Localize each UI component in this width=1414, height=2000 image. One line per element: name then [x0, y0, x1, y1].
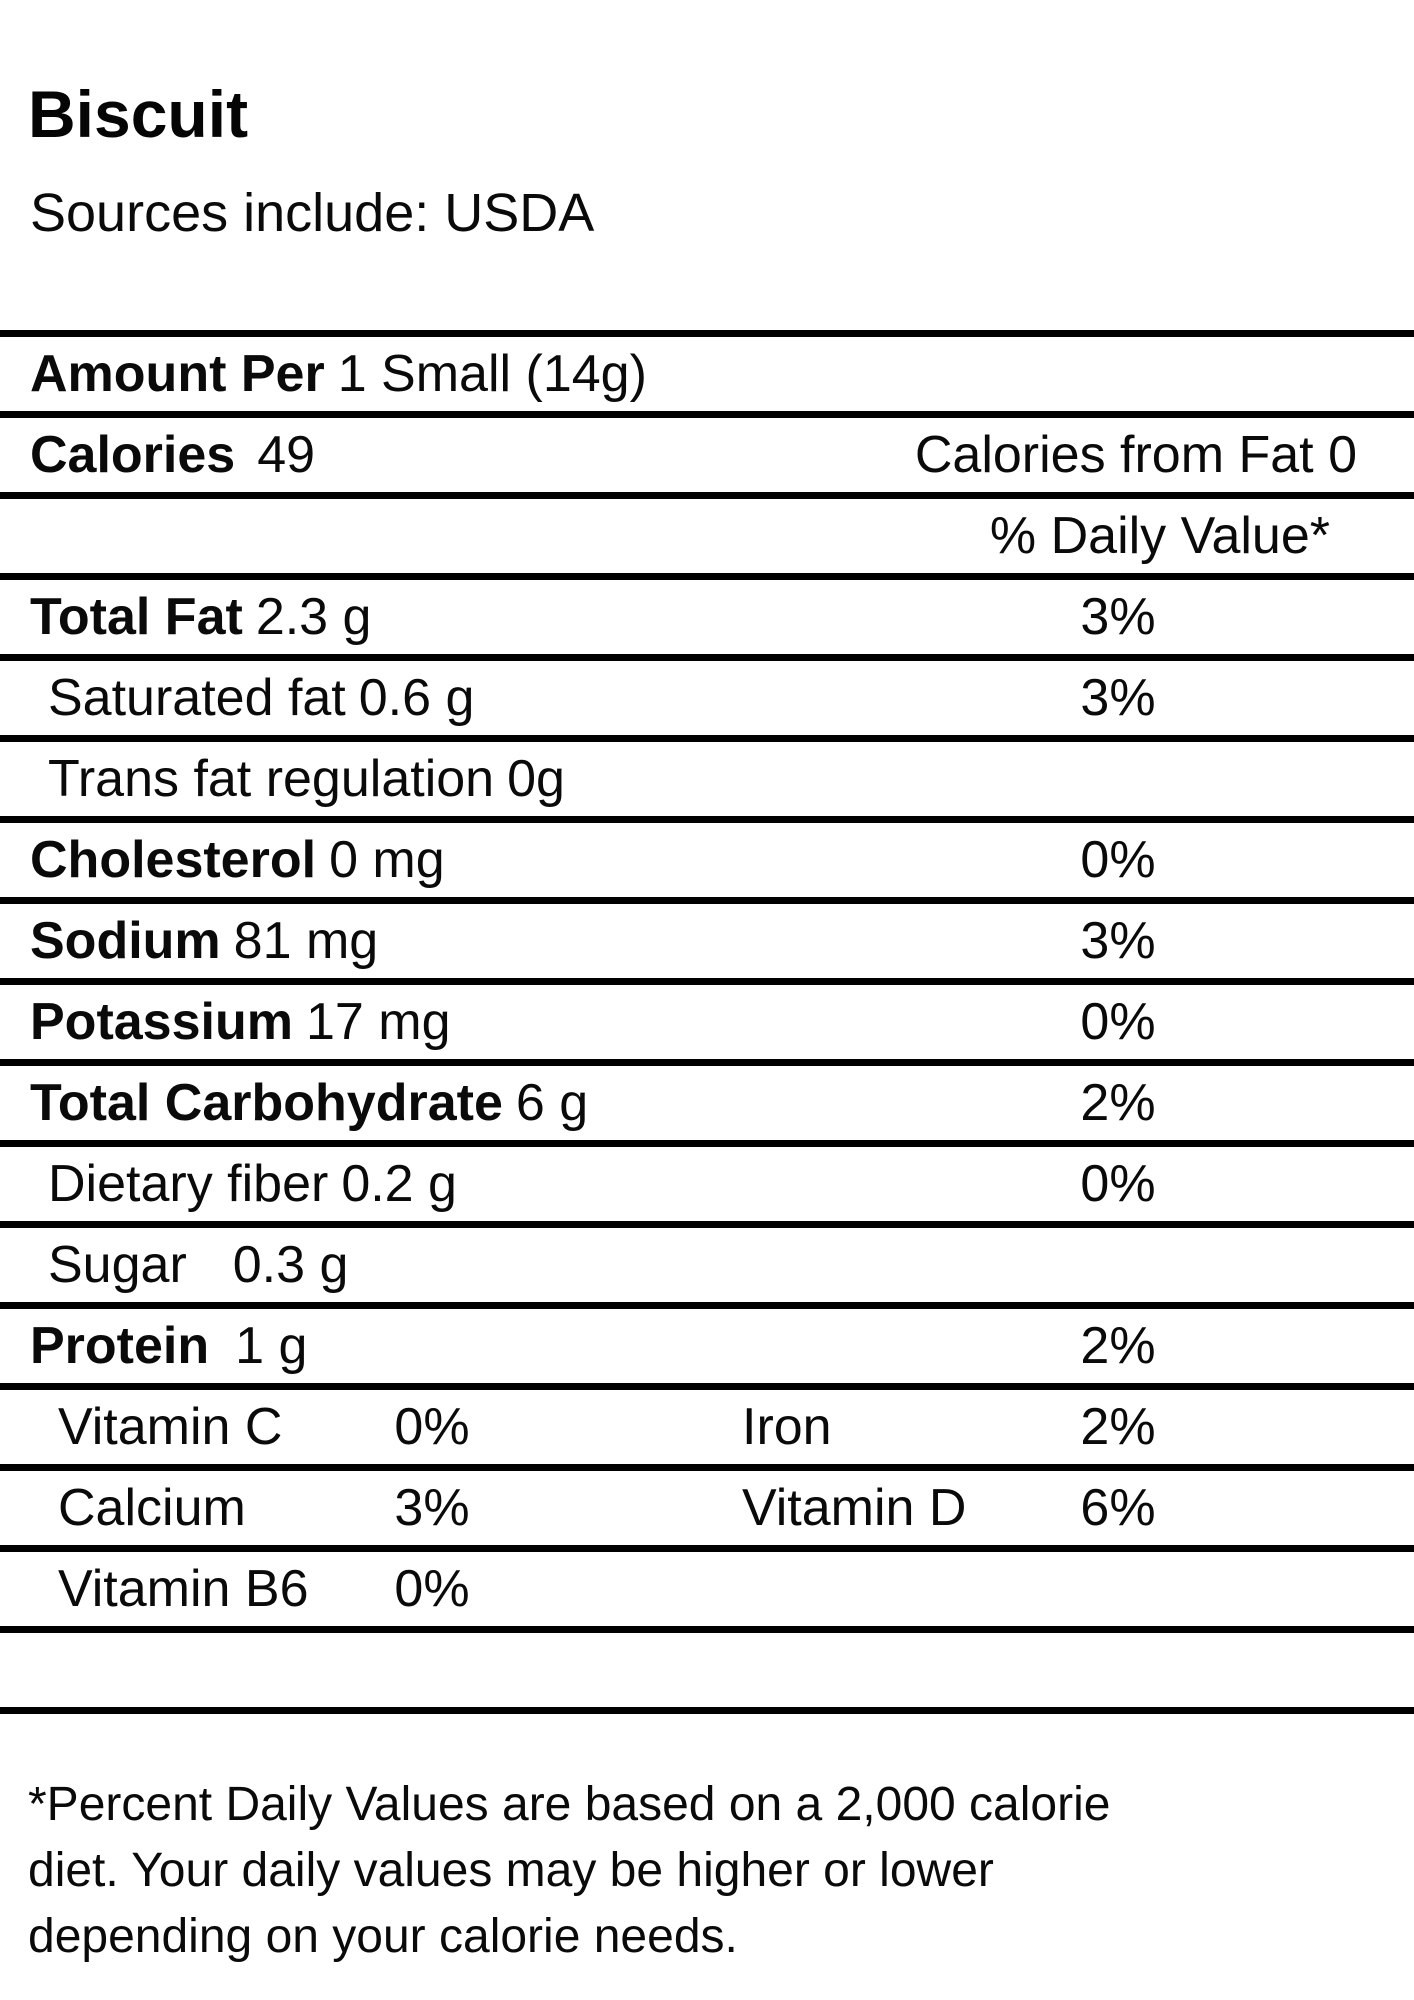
- nutrient-amount: 0.6 g: [358, 669, 475, 727]
- micronutrient-row: Vitamin C 0% Iron 2%: [0, 1390, 1414, 1471]
- micronutrient-percent: 0%: [394, 1560, 470, 1618]
- nutrient-row: Trans fat regulation 0g: [0, 742, 1414, 823]
- amount-per-label: Amount Per: [30, 345, 325, 403]
- sources-line: Sources include: USDA: [30, 183, 595, 243]
- calories-row: Calories 49 Calories from Fat 0: [0, 418, 1414, 499]
- nutrient-row: Total Fat 2.3 g 3%: [0, 580, 1414, 661]
- micronutrient-percent: 0%: [394, 1398, 470, 1456]
- nutrient-name: Total Fat: [30, 588, 243, 646]
- nutrient-amount: 0.2 g: [341, 1155, 457, 1213]
- daily-value-percent: 3%: [1080, 588, 1156, 646]
- daily-value-percent: 3%: [1080, 669, 1156, 727]
- nutrient-cell: Total Carbohydrate 6 g: [0, 1073, 588, 1133]
- daily-value-percent: 0%: [1080, 993, 1156, 1051]
- daily-value-percent: 2%: [1080, 1317, 1156, 1375]
- nutrient-cell: Sugar 0.3 g: [0, 1235, 348, 1295]
- micronutrient-percent: 6%: [1080, 1479, 1156, 1537]
- nutrient-cell: Total Fat 2.3 g: [0, 587, 371, 647]
- micronutrient-name: Vitamin D: [742, 1479, 967, 1537]
- calories-from-fat: Calories from Fat 0: [914, 426, 1357, 484]
- micronutrient-row: Calcium 3% Vitamin D 6%: [0, 1471, 1414, 1552]
- nutrient-amount: 0.3 g: [232, 1236, 349, 1294]
- calories-label: Calories: [30, 426, 236, 484]
- daily-value-percent: 3%: [1080, 912, 1156, 970]
- nutrient-cell: Protein 1 g: [0, 1316, 307, 1376]
- nutrient-amount: 1 g: [235, 1317, 308, 1375]
- nutrient-row: Cholesterol 0 mg 0%: [0, 823, 1414, 904]
- nutrient-name: Cholesterol: [30, 831, 317, 889]
- micronutrient-percent: 3%: [394, 1479, 470, 1537]
- nutrient-row: Potassium 17 mg 0%: [0, 985, 1414, 1066]
- nutrient-cell: Trans fat regulation 0g: [0, 749, 565, 809]
- nutrition-facts-table: Amount Per 1 Small (14g) Calories 49 Cal…: [0, 330, 1414, 1714]
- amount-per-row: Amount Per 1 Small (14g): [0, 337, 1414, 418]
- nutrient-row: Saturated fat 0.6 g 3%: [0, 661, 1414, 742]
- nutrient-rows-group: Total Fat 2.3 g 3% Saturated fat 0.6 g 3% Tran…: [0, 580, 1414, 1390]
- calories-cell: Calories 49: [0, 425, 315, 485]
- nutrient-name: Protein: [30, 1317, 210, 1375]
- micronutrient-rows-group: Vitamin C 0% Iron 2% Calcium 3% Vitamin D 6% Vit…: [0, 1390, 1414, 1633]
- footnote: *Percent Daily Values are based on a 2,0…: [28, 1778, 1111, 1963]
- nutrient-cell: Dietary fiber 0.2 g: [0, 1154, 457, 1214]
- nutrient-name: Trans fat regulation: [48, 750, 495, 808]
- nutrient-cell: Sodium 81 mg: [0, 911, 378, 971]
- nutrient-amount: 2.3 g: [255, 588, 372, 646]
- daily-value-percent: 0%: [1080, 1155, 1156, 1213]
- nutrient-row: Protein 1 g 2%: [0, 1309, 1414, 1390]
- nutrient-cell: Cholesterol 0 mg: [0, 830, 445, 890]
- micronutrient-name: Vitamin B6: [58, 1560, 309, 1618]
- nutrient-row: Total Carbohydrate 6 g 2%: [0, 1066, 1414, 1147]
- spacer-row: [0, 1633, 1414, 1714]
- serving-size: 1 Small (14g): [337, 345, 647, 403]
- nutrient-row: Sugar 0.3 g: [0, 1228, 1414, 1309]
- micronutrient-name: Iron: [742, 1398, 832, 1456]
- nutrient-amount: 0 mg: [329, 831, 445, 889]
- nutrient-row: Dietary fiber 0.2 g 0%: [0, 1147, 1414, 1228]
- nutrient-row: Sodium 81 mg 3%: [0, 904, 1414, 985]
- micronutrient-row: Vitamin B6 0%: [0, 1552, 1414, 1633]
- daily-value-header-row: % Daily Value*: [0, 499, 1414, 580]
- daily-value-header: % Daily Value*: [989, 507, 1330, 565]
- daily-value-percent: 2%: [1080, 1074, 1156, 1132]
- nutrient-name: Potassium: [30, 993, 293, 1051]
- micronutrient-name: Calcium: [58, 1479, 246, 1537]
- nutrient-name: Total Carbohydrate: [30, 1074, 503, 1132]
- nutrient-cell: Saturated fat 0.6 g: [0, 668, 474, 728]
- nutrient-amount: 6 g: [515, 1074, 589, 1132]
- micronutrient-percent: 2%: [1080, 1398, 1156, 1456]
- nutrient-amount: 17 mg: [305, 993, 451, 1051]
- nutrient-cell: Potassium 17 mg: [0, 992, 451, 1052]
- nutrient-name: Dietary fiber: [48, 1155, 329, 1213]
- nutrient-name: Sugar: [48, 1236, 187, 1294]
- calories-value: 49: [257, 426, 316, 484]
- daily-value-percent: 0%: [1080, 831, 1156, 889]
- nutrient-name: Sodium: [30, 912, 221, 970]
- nutrient-amount: 81 mg: [233, 912, 379, 970]
- nutrient-amount: 0g: [507, 750, 565, 808]
- nutrient-name: Saturated fat: [48, 669, 346, 727]
- amount-per-cell: Amount Per 1 Small (14g): [0, 344, 647, 404]
- page-title: Biscuit: [28, 77, 249, 151]
- micronutrient-name: Vitamin C: [58, 1398, 283, 1456]
